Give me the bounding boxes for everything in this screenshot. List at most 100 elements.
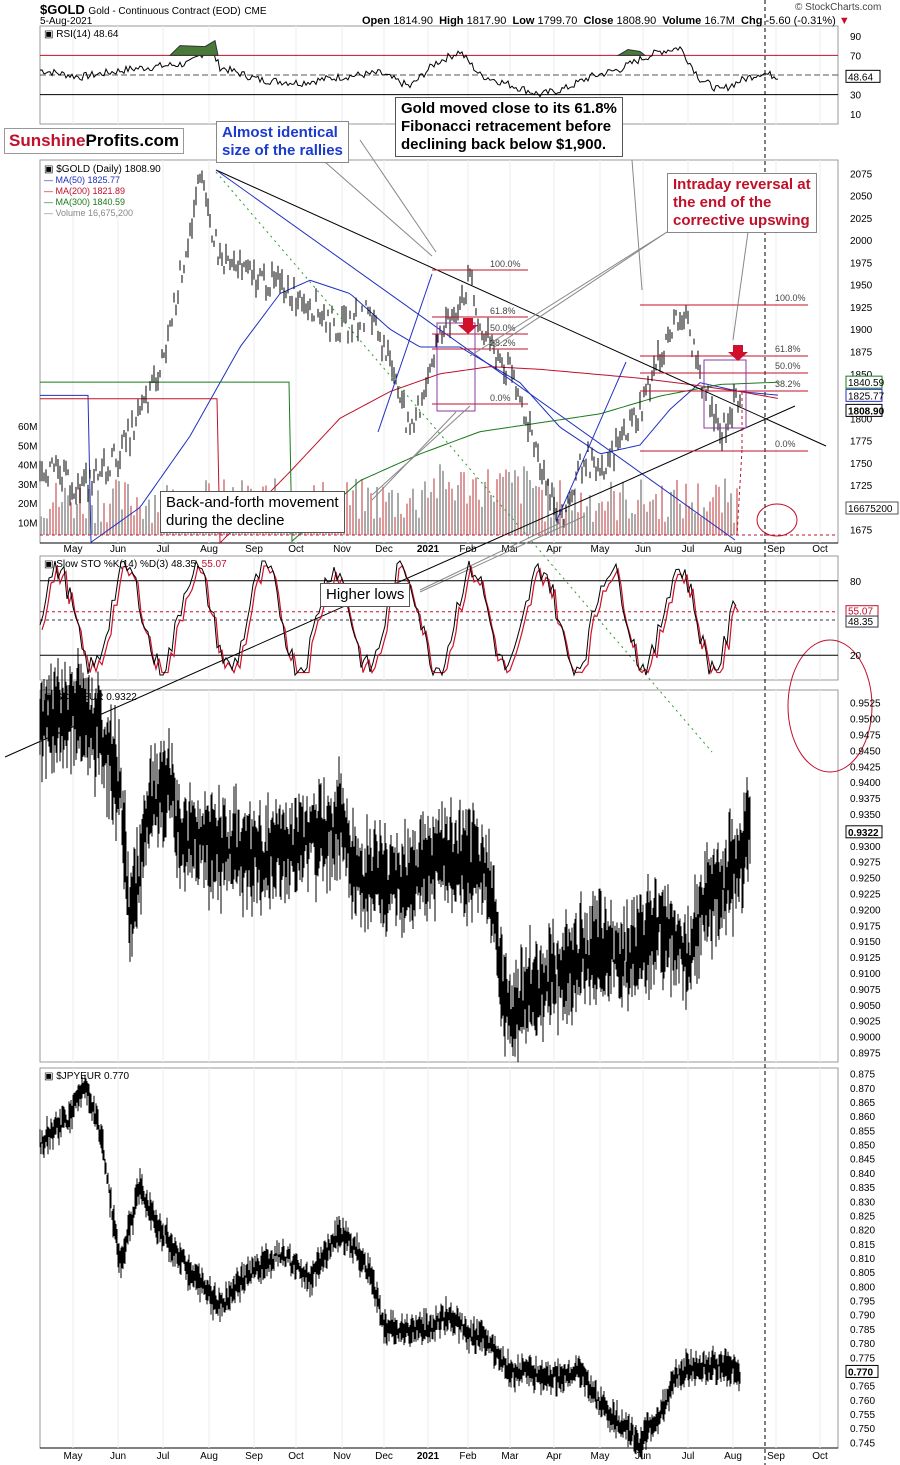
volume-bar <box>64 487 66 535</box>
month-label: 2021 <box>417 544 440 555</box>
volume-label: 16675200 <box>848 504 893 515</box>
jpyeur-tick: 0.810 <box>850 1254 875 1265</box>
ma200-line <box>40 366 779 545</box>
volume-bar <box>376 487 378 535</box>
sto-d-label: 55.07 <box>848 607 873 618</box>
volume-bar <box>520 503 522 535</box>
jpyeur-tick: 0.790 <box>850 1311 875 1322</box>
volume-bar <box>694 512 696 535</box>
jpyeur-tick: 0.795 <box>850 1297 875 1308</box>
volume-bar <box>706 511 708 535</box>
volume-bar <box>541 489 543 535</box>
volume-label-box <box>845 501 899 515</box>
month-label: May <box>591 1451 610 1462</box>
volume-bar <box>469 495 471 535</box>
month-label: Oct <box>288 1451 304 1462</box>
volume-bar <box>49 508 51 535</box>
volume-bar <box>76 504 78 535</box>
pointer-line <box>359 139 437 253</box>
red-arrow-1 <box>458 318 478 334</box>
month-label: May <box>64 1451 83 1462</box>
volume-bar <box>493 501 495 535</box>
jpyeur-tick: 0.845 <box>850 1155 875 1166</box>
jpyeur-tick: 0.805 <box>850 1268 875 1279</box>
month-label: Sep <box>245 544 263 555</box>
pointer-line <box>371 411 457 501</box>
volume-bar <box>472 479 474 535</box>
volume-bar <box>616 520 618 535</box>
rally-2-line <box>555 361 627 523</box>
volume-bar <box>439 464 441 535</box>
volume-bar <box>367 487 369 535</box>
volume-bar <box>499 473 501 535</box>
volume-bar <box>733 522 735 535</box>
rsi-last-value: 48.64 <box>848 72 873 83</box>
volume-bar <box>523 466 525 535</box>
price-legend-item: — MA(200) 1821.89 <box>44 186 125 196</box>
volume-bar <box>52 502 54 535</box>
chfeur-legend: ▣ $CHFEUR 0.9322 <box>44 692 137 703</box>
volume-bar <box>466 503 468 535</box>
volume-bar <box>538 486 540 535</box>
price-legend-item: — MA(50) 1825.77 <box>44 175 120 185</box>
volume-tick: 20M <box>18 499 37 510</box>
volume-bar <box>637 499 639 535</box>
volume-bar <box>133 515 135 535</box>
volume-bar <box>655 494 657 535</box>
volume-bar <box>607 501 609 535</box>
jpyeur-tick: 0.875 <box>850 1070 875 1081</box>
volume-bar <box>127 483 129 535</box>
volume-bar <box>496 479 498 535</box>
volume-bar <box>373 518 375 535</box>
volume-bar <box>634 514 636 535</box>
volume-bar <box>721 512 723 535</box>
volume-bar <box>40 516 42 535</box>
chfeur-tick: 0.9050 <box>850 1001 881 1012</box>
volume-bar <box>139 507 141 535</box>
annotation-higher-lows: Higher lows <box>320 583 411 607</box>
price-tick: 1750 <box>850 459 873 470</box>
rsi-line <box>39 46 779 98</box>
price-tick: 2075 <box>850 169 873 180</box>
month-label: Apr <box>546 1451 562 1462</box>
month-label: Oct <box>812 544 828 555</box>
volume-bar <box>610 481 612 535</box>
volume-bar <box>604 510 606 535</box>
volume-bar <box>406 503 408 535</box>
volume-bar <box>571 510 573 535</box>
volume-bar <box>550 517 552 535</box>
ma300-line <box>40 381 779 543</box>
chart-symbol: $GOLD Gold - Continuous Contract (EOD) C… <box>40 2 267 17</box>
price-tick: 2025 <box>850 214 873 225</box>
price-legend-item: ▣ $GOLD (Daily) 1808.90 <box>44 164 161 175</box>
red-arrow-2 <box>728 345 748 361</box>
rsi-last-box <box>845 69 881 83</box>
volume-bar <box>568 498 570 535</box>
volume-bar <box>46 518 48 535</box>
volume-bar <box>724 478 726 535</box>
jpyeur-tick: 0.800 <box>850 1282 875 1293</box>
volume-bar <box>664 521 666 535</box>
price-label-box <box>845 388 883 402</box>
volume-bar <box>415 509 417 535</box>
volume-bar <box>529 479 531 535</box>
price-tick: 1975 <box>850 258 873 269</box>
month-label: May <box>64 544 83 555</box>
volume-bar <box>454 500 456 535</box>
annotation-back-and-forth: Back-and-forth movement during the declin… <box>160 491 345 533</box>
annotation-reversal: Intraday reversal at the end of the correc… <box>667 173 817 233</box>
volume-bar <box>640 479 642 535</box>
month-label: Nov <box>333 1451 351 1462</box>
volume-bar <box>388 492 390 535</box>
jpyeur-tick: 0.760 <box>850 1396 875 1407</box>
jpyeur-tick: 0.825 <box>850 1211 875 1222</box>
volume-bar <box>346 482 348 535</box>
volume-bar <box>382 486 384 535</box>
pointer-line <box>469 231 668 357</box>
volume-bar <box>562 518 564 535</box>
volume-bar <box>361 479 363 535</box>
volume-bar <box>703 507 705 535</box>
fib-label-2: 61.8% <box>775 344 801 354</box>
volume-bar <box>94 522 96 535</box>
fib-label-2: 38.2% <box>775 379 801 389</box>
